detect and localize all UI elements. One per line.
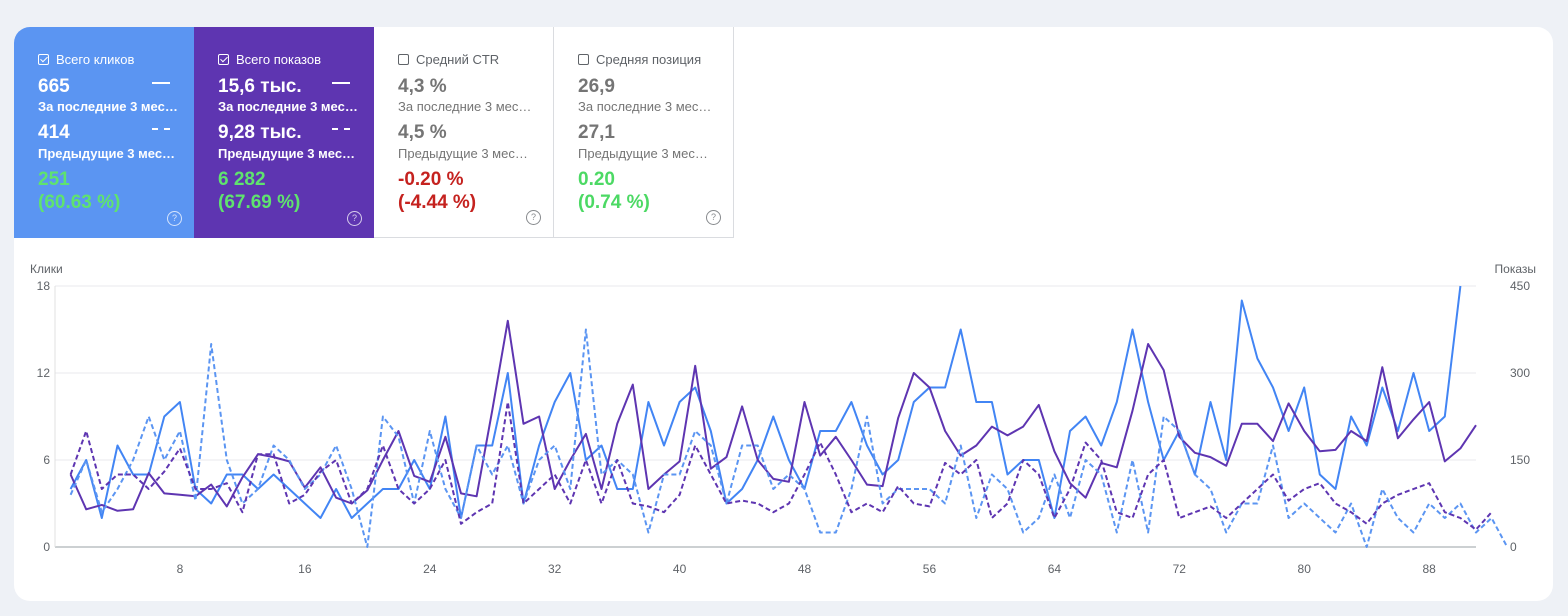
- x-tick-label: 8: [177, 562, 184, 576]
- impressions-previous-label: Предыдущие 3 мес…: [218, 146, 356, 161]
- y-left-tick-label: 12: [37, 366, 51, 380]
- x-tick-label: 64: [1048, 562, 1062, 576]
- ctr-current-label: За последние 3 мес…: [398, 99, 532, 114]
- ctr-current-value: 4,3 %: [398, 76, 447, 97]
- impressions-title: Всего показов: [236, 52, 321, 67]
- help-icon[interactable]: ?: [706, 210, 721, 225]
- impressions-card[interactable]: Всего показов 15,6 тыс. За последние 3 м…: [194, 27, 374, 238]
- x-tick-label: 80: [1298, 562, 1312, 576]
- help-icon[interactable]: ?: [526, 210, 541, 225]
- x-tick-label: 40: [673, 562, 687, 576]
- y-right-tick-label: 450: [1510, 279, 1530, 293]
- x-tick-label: 48: [798, 562, 812, 576]
- impressions-previous-value: 9,28 тыс.: [218, 122, 302, 143]
- clicks-delta-abs: 251: [38, 169, 70, 190]
- x-tick-label: 72: [1173, 562, 1187, 576]
- clicks-current-value: 665: [38, 76, 70, 97]
- impressions-current-label: За последние 3 мес…: [218, 99, 358, 114]
- metric-cards: Всего кликов 665 За последние 3 мес… 414…: [14, 27, 734, 238]
- y-right-axis-label: Показы: [1495, 262, 1536, 276]
- ctr-delta-abs: -0.20 %: [398, 169, 464, 190]
- impressions-delta-abs: 6 282: [218, 169, 266, 190]
- ctr-previous-value: 4,5 %: [398, 122, 447, 143]
- x-tick-label: 32: [548, 562, 562, 576]
- position-current-label: За последние 3 мес…: [578, 99, 712, 114]
- impressions-checkbox[interactable]: [218, 54, 229, 65]
- clicks-current-label: За последние 3 мес…: [38, 99, 178, 114]
- previous-period-dashed-line-icon: [152, 128, 170, 130]
- previous-period-dashed-line-icon: [332, 128, 350, 130]
- clicks-delta-pct: (60.63 %): [38, 192, 121, 213]
- clicks-previous-value: 414: [38, 122, 70, 143]
- y-right-tick-label: 300: [1510, 366, 1530, 380]
- y-left-tick-label: 18: [37, 279, 51, 293]
- ctr-delta-pct: (-4.44 %): [398, 192, 477, 213]
- clicks-card-header[interactable]: Всего кликов: [38, 52, 134, 67]
- y-left-tick-label: 6: [43, 453, 50, 467]
- series-layer: [69, 285, 1509, 548]
- impressions-current-value: 15,6 тыс.: [218, 76, 302, 97]
- position-checkbox[interactable]: [578, 54, 589, 65]
- x-tick-label: 24: [423, 562, 437, 576]
- x-tick-label: 56: [923, 562, 937, 576]
- position-current-value: 26,9: [578, 76, 615, 97]
- ctr-previous-label: Предыдущие 3 мес…: [398, 146, 528, 161]
- help-icon[interactable]: ?: [347, 211, 362, 226]
- position-card[interactable]: Средняя позиция 26,9 За последние 3 мес……: [554, 27, 734, 238]
- x-tick-label: 16: [298, 562, 312, 576]
- x-tick-label: 88: [1422, 562, 1436, 576]
- series-line-4: [69, 401, 1493, 531]
- grid: [54, 285, 1476, 548]
- y-right-tick-label: 150: [1510, 453, 1530, 467]
- y-left-tick-label: 0: [43, 540, 50, 554]
- clicks-previous-label: Предыдущие 3 мес…: [38, 146, 176, 161]
- impressions-delta-pct: (67.69 %): [218, 192, 301, 213]
- performance-chart[interactable]: Клики Показы 0 0 6 150 12 300 18 450 8 16 24 32 40 48…: [14, 27, 1553, 601]
- series-line-3: [69, 328, 1509, 548]
- position-previous-label: Предыдущие 3 мес…: [578, 146, 708, 161]
- current-period-line-icon: [332, 82, 350, 84]
- y-left-axis-label: Клики: [30, 262, 63, 276]
- ctr-card-header[interactable]: Средний CTR: [398, 52, 499, 67]
- performance-panel: Всего кликов 665 За последние 3 мес… 414…: [14, 27, 1553, 601]
- y-right-tick-label: 0: [1510, 540, 1517, 554]
- position-title: Средняя позиция: [596, 52, 702, 67]
- position-previous-value: 27,1: [578, 122, 615, 143]
- series-line-1: [69, 285, 1462, 519]
- ctr-title: Средний CTR: [416, 52, 500, 67]
- clicks-title: Всего кликов: [56, 52, 135, 67]
- position-delta-pct: (0.74 %): [578, 192, 650, 213]
- impressions-card-header[interactable]: Всего показов: [218, 52, 321, 67]
- current-period-line-icon: [152, 82, 170, 84]
- ctr-checkbox[interactable]: [398, 54, 409, 65]
- position-card-header[interactable]: Средняя позиция: [578, 52, 701, 67]
- clicks-checkbox[interactable]: [38, 54, 49, 65]
- series-line-2: [69, 319, 1477, 512]
- help-icon[interactable]: ?: [167, 211, 182, 226]
- ctr-card[interactable]: Средний CTR 4,3 % За последние 3 мес… 4,…: [374, 27, 554, 238]
- position-delta-abs: 0.20: [578, 169, 615, 190]
- clicks-card[interactable]: Всего кликов 665 За последние 3 мес… 414…: [14, 27, 194, 238]
- ticks: 0 0 6 150 12 300 18 450 8 16 24 32 40 48 56 64 72 80 88: [37, 279, 1531, 576]
